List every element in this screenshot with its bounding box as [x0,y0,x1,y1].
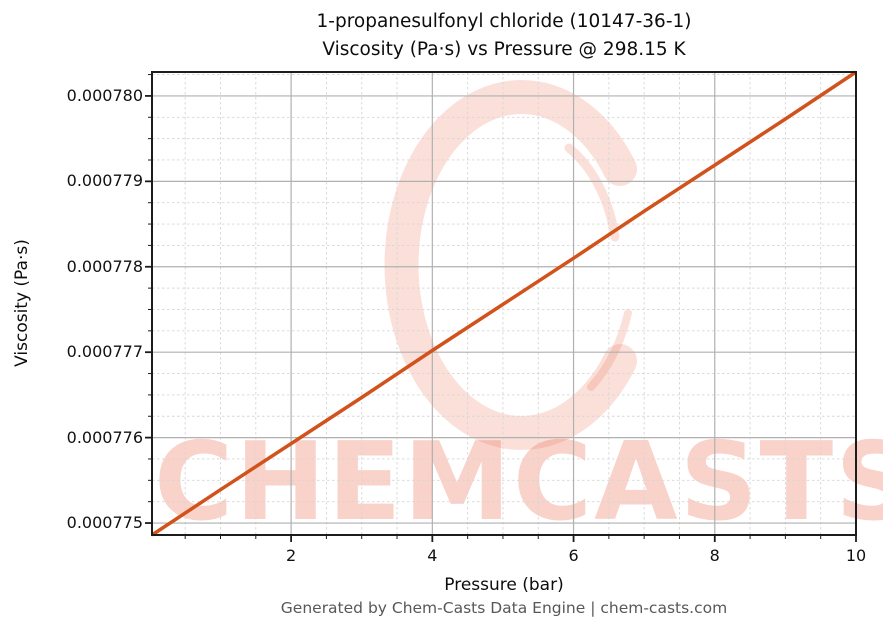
chart-title-line1: 1-propanesulfonyl chloride (10147-36-1) [316,11,692,32]
x-tick-label: 6 [568,546,579,565]
watermark-logo-icon [384,80,637,450]
watermark-text: CHEMCASTS [154,420,883,545]
y-tick-label: 0.000778 [66,256,143,276]
chart-title-line2: Viscosity (Pa·s) vs Pressure @ 298.15 K [322,39,686,60]
axis-ticks [145,74,857,542]
x-tick-label: 10 [845,546,867,565]
chart-title: 1-propanesulfonyl chloride (10147-36-1) … [152,8,856,64]
y-tick-label: 0.000779 [66,171,143,191]
y-axis-label: Viscosity (Pa·s) [12,239,32,367]
y-tick-label: 0.000780 [66,85,143,105]
x-tick-label: 8 [709,546,720,565]
footer-credit: Generated by Chem-Casts Data Engine | ch… [280,599,728,617]
viscosity-vs-pressure-line [151,70,857,537]
x-axis-label: Pressure (bar) [444,575,564,595]
y-tick-label: 0.000775 [66,513,143,533]
x-tick-label: 4 [427,546,438,565]
y-tick-label: 0.000777 [66,342,143,362]
plot-border [151,71,857,536]
y-tick-label: 0.000776 [66,427,143,447]
x-tick-label: 2 [286,546,297,565]
